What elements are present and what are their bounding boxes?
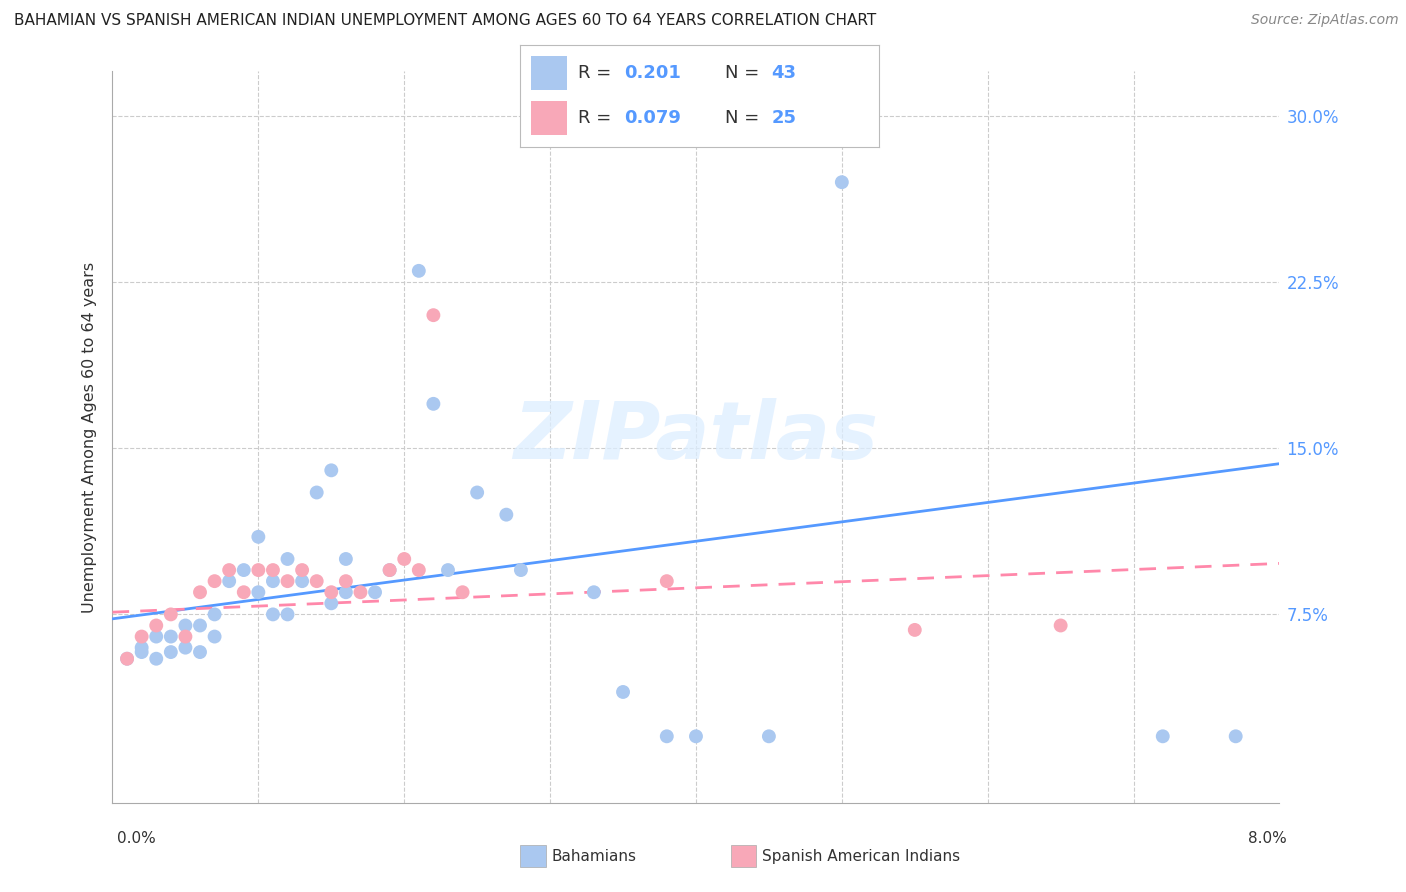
- Point: [335, 552, 357, 566]
- Point: [582, 585, 605, 599]
- Text: 0.079: 0.079: [624, 109, 681, 127]
- Point: [335, 585, 357, 599]
- Text: Source: ZipAtlas.com: Source: ZipAtlas.com: [1251, 13, 1399, 28]
- Point: [188, 618, 211, 632]
- Point: [247, 530, 270, 544]
- Text: 43: 43: [772, 64, 796, 82]
- Text: Spanish American Indians: Spanish American Indians: [762, 849, 960, 863]
- Point: [160, 630, 183, 644]
- Text: 25: 25: [772, 109, 796, 127]
- FancyBboxPatch shape: [531, 56, 567, 90]
- Point: [262, 574, 284, 589]
- Point: [218, 574, 240, 589]
- Point: [232, 563, 254, 577]
- Point: [378, 563, 401, 577]
- Point: [174, 630, 197, 644]
- Point: [291, 574, 314, 589]
- Point: [408, 264, 430, 278]
- Point: [655, 574, 678, 589]
- Point: [305, 485, 328, 500]
- Point: [349, 585, 371, 599]
- Text: N =: N =: [724, 109, 765, 127]
- Point: [321, 596, 343, 610]
- Point: [247, 585, 270, 599]
- Point: [291, 563, 314, 577]
- Point: [174, 640, 197, 655]
- Text: 8.0%: 8.0%: [1247, 831, 1286, 846]
- Point: [1152, 729, 1174, 743]
- Point: [174, 618, 197, 632]
- Point: [364, 585, 387, 599]
- Point: [321, 463, 343, 477]
- Point: [115, 651, 138, 665]
- Point: [145, 618, 167, 632]
- Point: [437, 563, 460, 577]
- Text: N =: N =: [724, 64, 765, 82]
- Point: [262, 563, 284, 577]
- Point: [321, 585, 343, 599]
- Point: [276, 574, 298, 589]
- Point: [509, 563, 531, 577]
- Point: [145, 651, 167, 665]
- Point: [131, 645, 153, 659]
- Point: [204, 574, 226, 589]
- Point: [335, 574, 357, 589]
- Point: [408, 563, 430, 577]
- Point: [276, 552, 298, 566]
- Point: [232, 585, 254, 599]
- Point: [758, 729, 780, 743]
- Point: [188, 585, 211, 599]
- Point: [685, 729, 707, 743]
- Y-axis label: Unemployment Among Ages 60 to 64 years: Unemployment Among Ages 60 to 64 years: [82, 261, 97, 613]
- Text: R =: R =: [578, 64, 617, 82]
- Point: [131, 630, 153, 644]
- Point: [831, 175, 853, 189]
- Point: [1225, 729, 1247, 743]
- Point: [451, 585, 474, 599]
- FancyBboxPatch shape: [531, 101, 567, 135]
- Point: [612, 685, 634, 699]
- Point: [160, 645, 183, 659]
- Point: [422, 308, 444, 322]
- Point: [204, 607, 226, 622]
- Point: [247, 563, 270, 577]
- Point: [115, 651, 138, 665]
- Point: [262, 607, 284, 622]
- Point: [145, 630, 167, 644]
- Point: [204, 630, 226, 644]
- Point: [188, 645, 211, 659]
- Point: [378, 563, 401, 577]
- Text: BAHAMIAN VS SPANISH AMERICAN INDIAN UNEMPLOYMENT AMONG AGES 60 TO 64 YEARS CORRE: BAHAMIAN VS SPANISH AMERICAN INDIAN UNEM…: [14, 13, 876, 29]
- Point: [276, 607, 298, 622]
- Point: [218, 563, 240, 577]
- Text: 0.0%: 0.0%: [117, 831, 156, 846]
- Point: [422, 397, 444, 411]
- Point: [131, 640, 153, 655]
- Point: [160, 607, 183, 622]
- Text: R =: R =: [578, 109, 617, 127]
- Text: 0.201: 0.201: [624, 64, 681, 82]
- Point: [465, 485, 488, 500]
- Point: [904, 623, 927, 637]
- Point: [655, 729, 678, 743]
- Point: [305, 574, 328, 589]
- Point: [1049, 618, 1071, 632]
- Text: Bahamians: Bahamians: [551, 849, 636, 863]
- Text: ZIPatlas: ZIPatlas: [513, 398, 879, 476]
- Point: [495, 508, 517, 522]
- Point: [392, 552, 416, 566]
